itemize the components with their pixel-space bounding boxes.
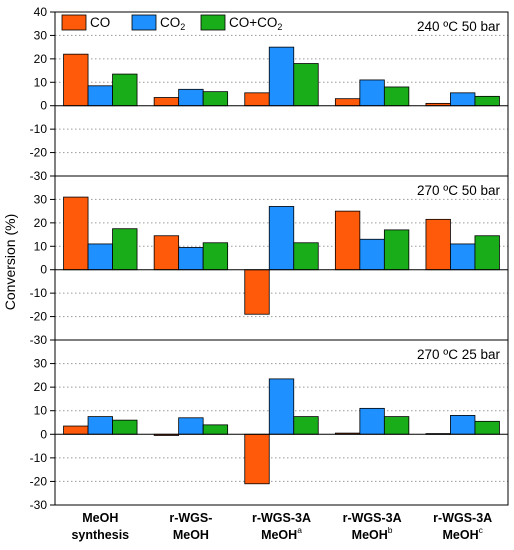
bar [112,73,138,107]
bar [334,210,361,271]
bar [63,53,89,107]
bar [244,433,270,485]
y-tick-label: -10 [30,122,48,136]
x-category-label: r-WGS-3A MeOHc [433,511,492,542]
y-tick-label: 30 [34,28,48,42]
bar [244,92,270,107]
bar [268,378,295,435]
legend-swatch [61,14,87,31]
bar [87,243,113,271]
bar [202,91,229,107]
y-tick-label: 0 [40,99,47,113]
bar [178,417,204,435]
bar [87,85,113,107]
x-category-label: r-WGS-3A MeOHb [343,511,402,542]
bar [112,228,138,271]
bar [359,407,385,435]
y-tick-label: -20 [30,310,48,324]
y-tick-label: 30 [34,192,48,206]
bar [87,416,113,435]
bar [268,46,295,107]
bar [63,196,89,271]
bar [202,242,229,271]
legend-swatch [200,14,226,31]
y-tick-label: 20 [34,216,48,230]
y-axis-label: Conversion (%) [2,214,18,310]
bar [425,218,451,271]
bar [268,206,295,271]
y-tick-label: -10 [30,451,48,465]
y-tick-label: 10 [34,75,48,89]
legend-label: CO2 [160,15,185,32]
bar [383,416,410,435]
x-category-label: r-WGS-MeOH [169,511,212,542]
bar [178,247,204,271]
bar [293,416,319,435]
bar [474,235,500,271]
legend-label: CO [90,15,110,30]
y-tick-label: 10 [34,404,48,418]
y-tick-label: 20 [34,380,48,394]
bar [450,243,476,271]
y-tick-label: -30 [30,169,48,183]
bar [202,424,229,435]
y-tick-label: -20 [30,146,48,160]
panel-frame [54,339,509,506]
y-tick-label: -30 [30,333,48,347]
y-tick-label: -20 [30,474,48,488]
bar [450,415,476,435]
x-category-label: r-WGS-3A MeOHa [252,511,311,542]
bar [450,92,476,107]
bar [178,88,204,107]
bar [334,98,361,107]
y-tick-label: 0 [40,263,47,277]
y-tick-label: 0 [40,427,47,441]
panel-condition-label: 240 ºC 50 bar [417,19,500,34]
bar [359,79,385,107]
y-tick-label: 20 [34,52,48,66]
y-tick-label: -10 [30,286,48,300]
bar [293,242,319,271]
panel-condition-label: 270 ºC 50 bar [417,183,500,198]
bar [244,269,270,315]
bar [293,63,319,107]
x-category-label: MeOH synthesis [71,511,129,542]
bar [474,95,500,107]
bar [383,229,410,271]
bar [383,86,410,107]
y-tick-label: 10 [34,239,48,253]
y-tick-label: 30 [34,357,48,371]
panel-condition-label: 270 ºC 25 bar [417,347,500,362]
bar [153,97,180,107]
legend-label: CO+CO2 [229,15,282,32]
bar [153,235,180,271]
y-tick-label: -30 [30,498,48,512]
bar [112,419,138,435]
bar [359,238,385,271]
legend-swatch [131,14,157,31]
bar [63,425,89,435]
bar [474,420,500,435]
y-tick-label: 40 [34,5,48,19]
